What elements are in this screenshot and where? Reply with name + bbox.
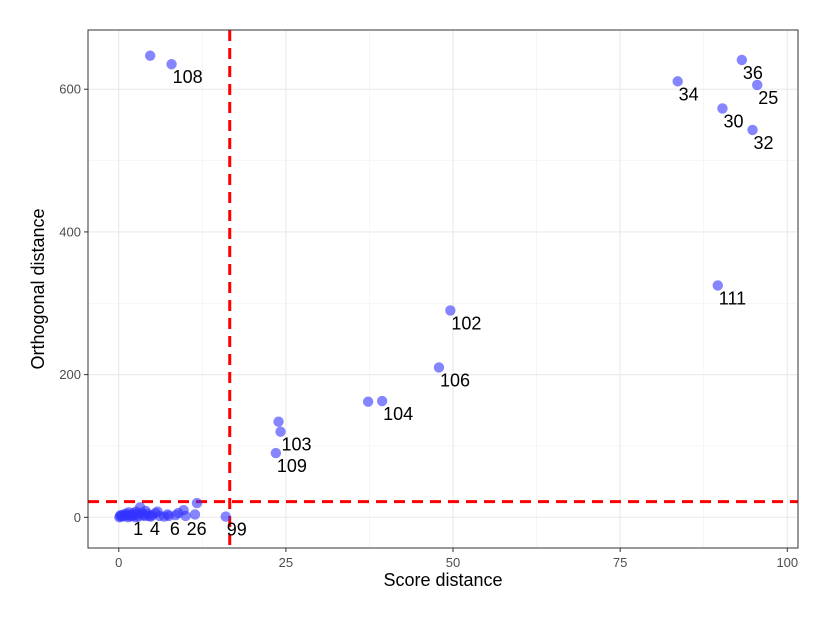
data-point — [712, 280, 723, 291]
point-label: 103 — [282, 435, 312, 455]
data-point — [163, 510, 175, 522]
point-label: 104 — [383, 404, 413, 424]
point-label: 32 — [754, 133, 774, 153]
y-tick-label: 0 — [74, 510, 81, 525]
point-label: 36 — [743, 63, 763, 83]
points-layer — [114, 50, 763, 523]
point-label: 4 — [150, 519, 160, 539]
point-label: 102 — [451, 313, 481, 333]
data-point — [362, 396, 374, 407]
point-label: 109 — [277, 456, 307, 476]
point-label: 34 — [679, 84, 699, 104]
y-tick-label: 400 — [59, 224, 81, 239]
data-point — [126, 510, 138, 522]
x-tick-label: 25 — [279, 555, 293, 570]
point-label: 106 — [440, 370, 470, 390]
minor-gridlines — [88, 30, 798, 548]
data-point — [189, 509, 201, 520]
data-point — [166, 59, 177, 70]
point-label: 26 — [187, 519, 207, 539]
x-tick-label: 75 — [613, 555, 627, 570]
y-tick-label: 200 — [59, 367, 81, 382]
major-gridlines — [88, 30, 798, 548]
point-label: 99 — [227, 520, 247, 540]
data-point — [747, 124, 758, 136]
data-point — [275, 426, 286, 437]
y-tick-label: 600 — [59, 82, 81, 97]
y-axis-title: Orthogonal distance — [28, 208, 48, 369]
x-tick-label: 50 — [446, 555, 460, 570]
data-point — [270, 447, 282, 459]
plot-panel-background — [88, 30, 798, 548]
point-label: 6 — [170, 519, 180, 539]
data-point — [376, 395, 388, 407]
data-point — [114, 512, 125, 523]
data-point — [672, 76, 683, 87]
data-point — [752, 79, 763, 91]
point-label: 1 — [133, 519, 143, 539]
data-point — [220, 511, 231, 522]
data-point — [445, 305, 456, 316]
data-point — [736, 54, 748, 66]
y-tick-labels: 0 200 400 600 — [59, 82, 81, 525]
threshold-lines — [88, 30, 798, 548]
x-tick-label: 100 — [776, 555, 798, 570]
data-point — [191, 497, 203, 509]
data-point — [717, 103, 728, 114]
point-label: 111 — [719, 288, 746, 308]
x-tick-labels: 0 25 50 75 100 — [115, 555, 798, 570]
plot-panel-border — [87, 29, 799, 549]
data-point — [180, 510, 191, 522]
point-label: 30 — [723, 111, 743, 131]
data-point — [433, 362, 445, 373]
point-label: 25 — [758, 88, 778, 108]
x-tick-label: 0 — [115, 555, 122, 570]
data-point — [143, 510, 155, 522]
axis-ticks — [84, 88, 788, 552]
data-point — [144, 50, 156, 61]
data-point — [273, 416, 284, 427]
x-axis-title: Score distance — [383, 570, 502, 590]
point-label: 108 — [173, 67, 203, 87]
